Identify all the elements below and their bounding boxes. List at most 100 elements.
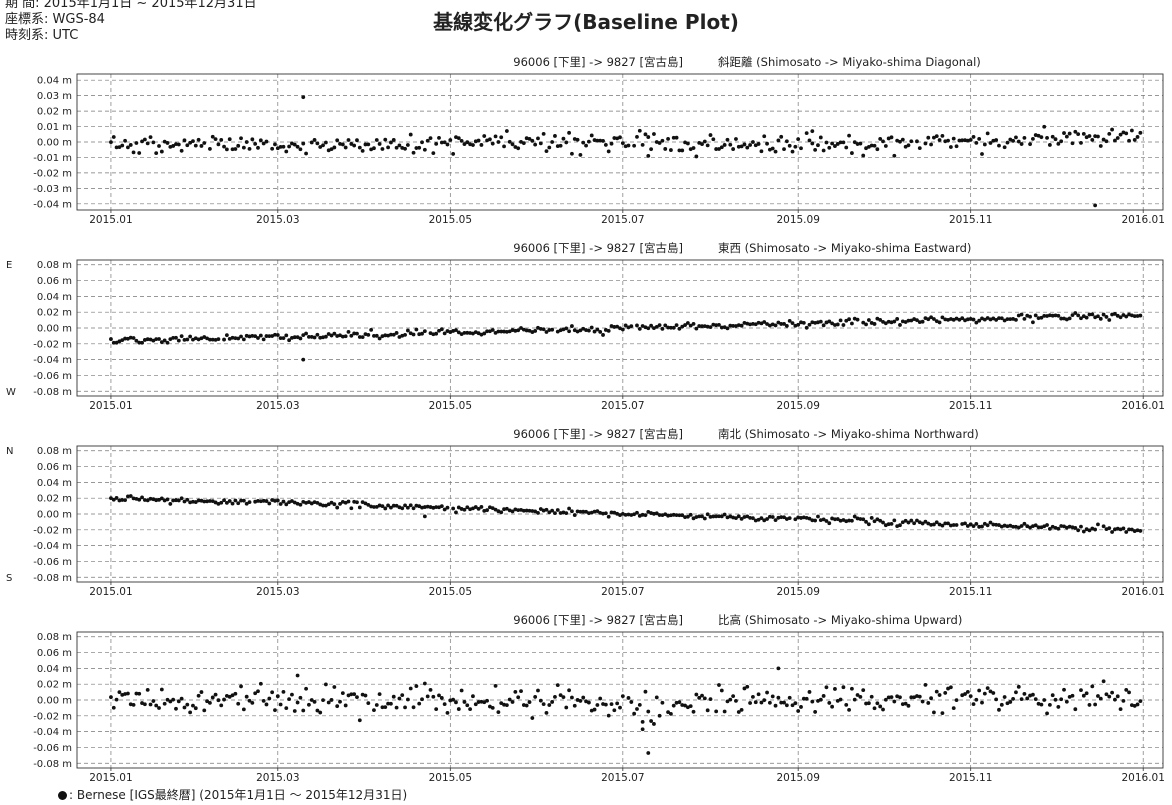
data-point	[674, 513, 679, 518]
data-point	[391, 332, 396, 337]
data-point	[980, 316, 984, 321]
data-point	[496, 140, 501, 144]
data-point	[499, 329, 504, 334]
data-point	[1093, 134, 1098, 139]
data-point	[1107, 132, 1112, 136]
data-point	[666, 137, 670, 141]
data-point	[739, 323, 744, 328]
data-point	[606, 328, 611, 333]
data-point	[349, 506, 354, 511]
y-tick-label: 0.00 m	[37, 138, 72, 149]
data-point	[623, 323, 628, 328]
data-point	[383, 333, 388, 338]
data-point	[199, 336, 204, 341]
direction-label-bottom: S	[6, 573, 12, 584]
data-point	[702, 139, 707, 144]
data-point	[915, 518, 919, 523]
data-point	[273, 332, 277, 337]
data-point	[677, 148, 682, 153]
data-point	[578, 699, 583, 703]
data-point	[360, 335, 365, 340]
data-point	[1135, 528, 1140, 533]
data-point	[674, 323, 679, 327]
data-point	[835, 142, 840, 146]
data-point	[637, 702, 642, 707]
data-point	[208, 147, 212, 151]
data-point	[898, 523, 902, 528]
data-point	[886, 695, 891, 700]
data-point	[148, 496, 153, 501]
data-point	[456, 330, 461, 335]
data-point	[796, 515, 801, 520]
data-point	[439, 327, 444, 332]
data-point	[377, 142, 382, 146]
data-point	[671, 325, 676, 330]
data-point	[318, 710, 323, 715]
data-point	[1090, 138, 1095, 142]
data-point	[224, 147, 229, 152]
data-point	[1056, 313, 1061, 318]
data-point	[315, 500, 320, 505]
data-point	[120, 338, 125, 343]
data-point	[965, 317, 970, 322]
data-point	[708, 515, 713, 519]
data-point	[932, 522, 936, 527]
data-point	[567, 329, 571, 334]
data-point	[394, 503, 399, 508]
x-tick-label: 2015.11	[949, 214, 992, 226]
data-point	[793, 144, 798, 149]
data-point	[247, 334, 252, 339]
data-point	[301, 333, 306, 338]
data-point	[572, 328, 577, 333]
data-point	[943, 317, 948, 322]
data-point	[111, 705, 116, 710]
outlier-point	[295, 673, 300, 678]
outlier-point	[776, 666, 781, 671]
data-point	[352, 331, 357, 336]
data-point	[578, 328, 583, 333]
y-tick-label: 0.04 m	[37, 478, 72, 489]
y-tick-label: 0.06 m	[37, 276, 72, 287]
data-point	[948, 685, 953, 690]
data-point	[731, 324, 736, 328]
data-point	[717, 683, 721, 687]
data-point	[414, 327, 419, 332]
data-point	[960, 522, 965, 526]
data-point	[824, 685, 829, 690]
data-point	[261, 498, 266, 503]
data-point	[205, 499, 209, 504]
data-point	[965, 689, 970, 694]
data-point	[536, 136, 540, 141]
y-tick-label: 0.04 m	[37, 76, 72, 87]
data-point	[700, 693, 704, 698]
data-point	[872, 706, 877, 711]
data-point	[917, 320, 922, 325]
data-point	[403, 146, 407, 151]
data-point	[171, 335, 176, 340]
data-point	[759, 700, 764, 705]
data-point	[196, 693, 201, 698]
data-point	[561, 136, 566, 141]
data-point	[796, 709, 801, 713]
data-point	[637, 327, 642, 331]
data-point	[932, 710, 936, 715]
data-point	[496, 710, 501, 715]
data-point	[157, 706, 161, 710]
data-point	[705, 143, 710, 148]
data-point	[363, 501, 368, 506]
data-point	[1104, 315, 1109, 319]
data-point	[159, 340, 164, 345]
data-point	[948, 523, 953, 528]
panel-3: 96006 [下里] -> 9827 [宮古島] 南北 (Shimosato ->…	[6, 427, 1165, 598]
data-point	[640, 719, 645, 724]
data-point	[982, 317, 987, 322]
data-point	[123, 498, 127, 503]
data-point	[818, 697, 823, 702]
data-point	[504, 703, 509, 708]
data-point	[241, 337, 246, 342]
data-point	[281, 499, 286, 504]
data-point	[284, 149, 289, 154]
data-point	[267, 334, 272, 338]
data-point	[801, 515, 806, 520]
data-point	[1039, 135, 1044, 140]
